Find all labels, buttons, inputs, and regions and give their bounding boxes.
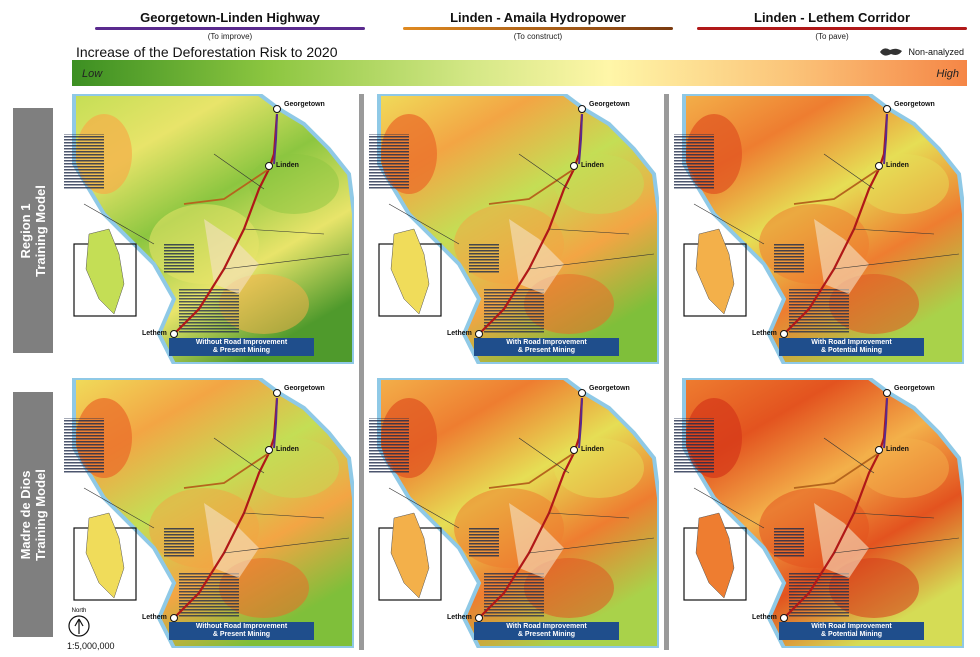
city-georgetown: Georgetown	[894, 101, 935, 108]
legend-title: Linden - Lethem Corridor	[754, 10, 910, 25]
legend-sub: (To improve)	[207, 32, 253, 41]
city-lethem: Lethem	[752, 614, 777, 621]
city-lethem: Lethem	[142, 614, 167, 621]
column-separator	[664, 94, 669, 650]
map-panel-2: Georgetown Linden Lethem With Road Impro…	[369, 94, 659, 364]
panel-caption: With Road Improvement & Present Mining	[474, 622, 619, 640]
legend-linden-amaila: Linden - Amaila Hydropower (To construct…	[388, 10, 688, 41]
map-svg	[64, 378, 354, 648]
panel-caption: With Road Improvement & Present Mining	[474, 338, 619, 356]
main-title: Increase of the Deforestation Risk to 20…	[76, 44, 338, 60]
city-linden: Linden	[581, 162, 604, 169]
gradient-low-label: Low	[82, 68, 103, 80]
legend-georgetown-linden: Georgetown-Linden Highway (To improve)	[80, 10, 380, 41]
map-panel-5: Georgetown Linden Lethem With Road Impro…	[369, 378, 659, 648]
row-label-text: Region 1 Training Model	[18, 184, 49, 277]
legend-line-purple	[95, 27, 365, 30]
risk-gradient-bar: Low High	[72, 60, 967, 86]
map-svg	[64, 94, 354, 364]
legend-title: Georgetown-Linden Highway	[140, 10, 320, 25]
north-arrow-icon: North	[68, 608, 90, 637]
gradient-high-label: High	[936, 68, 959, 80]
city-lethem: Lethem	[447, 330, 472, 337]
city-georgetown: Georgetown	[284, 101, 325, 108]
legend-linden-lethem: Linden - Lethem Corridor (To pave)	[682, 10, 980, 41]
non-analyzed-label: Non-analyzed	[908, 47, 964, 57]
map-svg	[674, 378, 964, 648]
city-linden: Linden	[581, 446, 604, 453]
non-analyzed-swatch-icon	[880, 48, 903, 56]
map-svg	[674, 94, 964, 364]
row-label-region1: Region 1 Training Model	[13, 108, 53, 353]
city-lethem: Lethem	[142, 330, 167, 337]
panel-caption: With Road Improvement & Potential Mining	[779, 622, 924, 640]
city-linden: Linden	[276, 162, 299, 169]
map-svg	[369, 378, 659, 648]
city-linden: Linden	[886, 162, 909, 169]
city-georgetown: Georgetown	[589, 101, 630, 108]
legend-line-orange	[403, 27, 673, 30]
map-svg	[369, 94, 659, 364]
legend-line-red	[697, 27, 967, 30]
city-georgetown: Georgetown	[894, 385, 935, 392]
city-lethem: Lethem	[752, 330, 777, 337]
legend-title: Linden - Amaila Hydropower	[450, 10, 626, 25]
city-georgetown: Georgetown	[589, 385, 630, 392]
city-georgetown: Georgetown	[284, 385, 325, 392]
scale-label: 1:5,000,000	[67, 641, 115, 651]
panel-caption: Without Road Improvement & Present Minin…	[169, 338, 314, 356]
column-separator	[359, 94, 364, 650]
city-linden: Linden	[886, 446, 909, 453]
north-label: North	[72, 608, 87, 614]
map-panel-6: Georgetown Linden Lethem With Road Impro…	[674, 378, 964, 648]
non-analyzed-legend: Non-analyzed	[878, 46, 964, 58]
row-label-madre-de-dios: Madre de Dios Training Model	[13, 392, 53, 637]
panel-caption: With Road Improvement & Potential Mining	[779, 338, 924, 356]
legend-sub: (To pave)	[815, 32, 849, 41]
map-panel-4: Georgetown Linden Lethem Without Road Im…	[64, 378, 354, 648]
panel-caption: Without Road Improvement & Present Minin…	[169, 622, 314, 640]
city-lethem: Lethem	[447, 614, 472, 621]
map-panel-3: Georgetown Linden Lethem With Road Impro…	[674, 94, 964, 364]
map-panel-1: Georgetown Linden Lethem Without Road Im…	[64, 94, 354, 364]
legend-sub: (To construct)	[513, 32, 563, 41]
row-label-text: Madre de Dios Training Model	[18, 468, 49, 561]
city-linden: Linden	[276, 446, 299, 453]
